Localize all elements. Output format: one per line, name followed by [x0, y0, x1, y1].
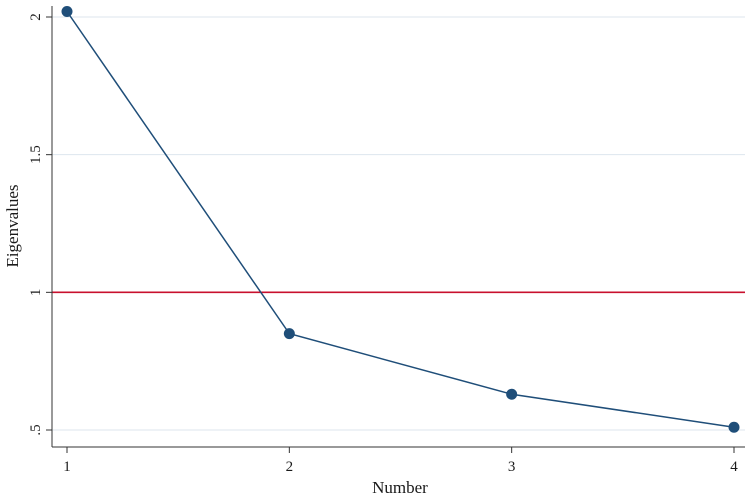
- data-point-0-2: [506, 388, 518, 400]
- y-axis-title: Eigenvalues: [3, 184, 22, 267]
- x-tick-label-2: 3: [508, 459, 516, 475]
- series-group: [61, 5, 740, 433]
- x-tick-label-1: 2: [286, 459, 294, 475]
- axes: [46, 6, 745, 453]
- x-tick-label-3: 4: [730, 459, 738, 475]
- grid-lines: [52, 16, 745, 431]
- y-tick-label-2: 1.5: [28, 145, 44, 164]
- y-tick-label-3: 2: [28, 13, 44, 21]
- y-tick-label-0: .5: [28, 424, 44, 435]
- data-point-0-1: [283, 328, 295, 340]
- x-tick-label-0: 1: [63, 459, 71, 475]
- data-point-0-3: [728, 421, 740, 433]
- series-line-0: [66, 11, 735, 428]
- data-point-0-0: [61, 5, 73, 17]
- tick-labels: .5 1 1.5 2 1 2 3 4: [28, 13, 738, 475]
- x-axis-title: Number: [372, 478, 428, 496]
- y-tick-label-1: 1: [28, 289, 44, 297]
